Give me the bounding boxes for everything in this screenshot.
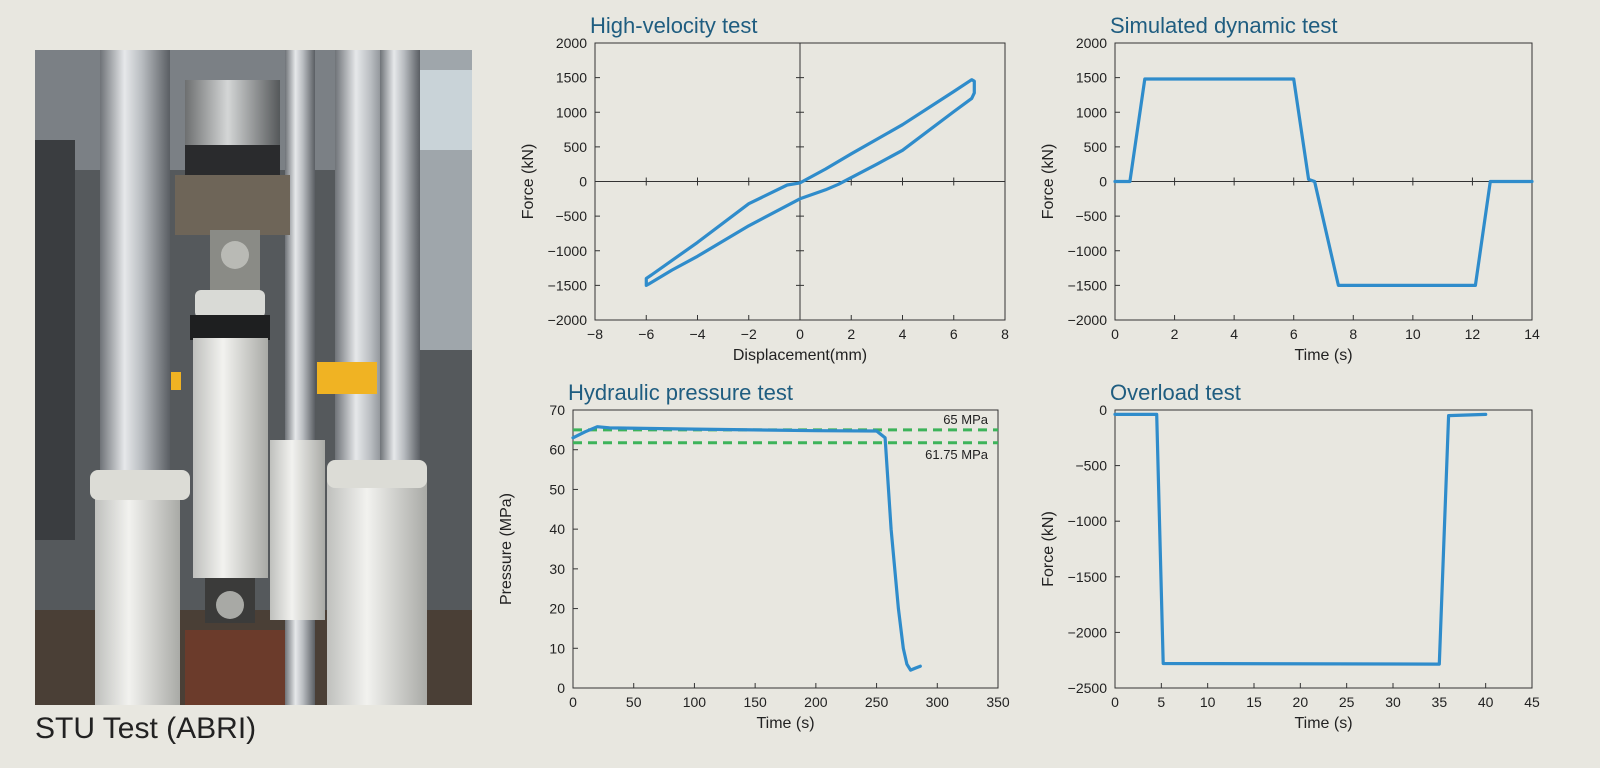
y-axis-label: Pressure (MPa) xyxy=(498,493,515,605)
x-tick-label: −6 xyxy=(638,326,654,342)
series-line xyxy=(1113,77,1534,287)
x-tick-label: 2 xyxy=(847,326,855,342)
x-tick-label: 100 xyxy=(683,694,707,710)
chart-title: Overload test xyxy=(1110,380,1241,405)
x-tick-label: 8 xyxy=(1349,326,1357,342)
y-tick-label: −1500 xyxy=(548,277,588,293)
plot-frame xyxy=(572,409,999,689)
x-tick-label: 30 xyxy=(1385,694,1401,710)
y-tick-label: −1500 xyxy=(1068,277,1108,293)
y-tick-label: 2000 xyxy=(1076,35,1107,51)
y-tick-label: 1500 xyxy=(1076,70,1107,86)
x-tick-label: 35 xyxy=(1432,694,1448,710)
y-tick-label: 0 xyxy=(1099,174,1107,190)
y-tick-label: 500 xyxy=(1084,139,1108,155)
x-tick-label: 50 xyxy=(626,694,642,710)
x-tick-label: 15 xyxy=(1246,694,1262,710)
y-tick-label: 30 xyxy=(549,561,565,577)
y-tick-label: 0 xyxy=(579,174,587,190)
x-tick-label: 200 xyxy=(804,694,828,710)
y-tick-label: 10 xyxy=(549,640,565,656)
y-tick-label: −1500 xyxy=(1068,569,1108,585)
y-tick-label: 500 xyxy=(564,139,588,155)
y-tick-label: 50 xyxy=(549,481,565,497)
y-tick-label: 70 xyxy=(549,402,565,418)
x-tick-label: 20 xyxy=(1293,694,1309,710)
series-line xyxy=(571,425,922,672)
y-tick-label: −500 xyxy=(555,208,587,224)
x-tick-label: 150 xyxy=(743,694,767,710)
y-tick-label: −1000 xyxy=(548,243,588,259)
x-tick-label: 5 xyxy=(1157,694,1165,710)
y-tick-label: 1000 xyxy=(1076,104,1107,120)
x-tick-label: 25 xyxy=(1339,694,1355,710)
high-velocity-test-chart: High-velocity test −8 −6 −4 −2 0 2 4 6 8 −2000 −150… xyxy=(520,13,1009,364)
x-tick-label: 6 xyxy=(950,326,958,342)
chart-title: Hydraulic pressure test xyxy=(568,380,793,405)
x-tick-label: 6 xyxy=(1290,326,1298,342)
y-tick-label: 2000 xyxy=(556,35,587,51)
y-tick-label: −2000 xyxy=(548,312,588,328)
y-tick-label: −2000 xyxy=(1068,312,1108,328)
y-tick-label: 20 xyxy=(549,601,565,617)
x-axis-label: Time (s) xyxy=(756,715,814,732)
y-tick-label: 0 xyxy=(1099,402,1107,418)
y-tick-label: −1000 xyxy=(1068,513,1108,529)
x-tick-label: 40 xyxy=(1478,694,1494,710)
x-tick-label: 8 xyxy=(1001,326,1009,342)
y-tick-label: 0 xyxy=(557,680,565,696)
x-tick-label: −2 xyxy=(741,326,757,342)
y-tick-label: 1500 xyxy=(556,70,587,86)
x-tick-label: 0 xyxy=(1111,694,1119,710)
x-tick-label: 0 xyxy=(796,326,804,342)
x-tick-label: −8 xyxy=(587,326,603,342)
y-tick-label: −2500 xyxy=(1068,680,1108,696)
x-tick-label: 250 xyxy=(865,694,889,710)
plot-frame xyxy=(1114,409,1533,689)
x-tick-label: 45 xyxy=(1524,694,1540,710)
chart-title: Simulated dynamic test xyxy=(1110,13,1337,38)
y-tick-label: −500 xyxy=(1075,458,1107,474)
y-axis-label: Force (kN) xyxy=(1040,511,1057,587)
x-tick-label: 300 xyxy=(926,694,950,710)
y-axis-label: Force (kN) xyxy=(1040,144,1057,220)
series-line xyxy=(1113,412,1488,666)
test-rig-photo xyxy=(35,50,472,705)
x-tick-label: 14 xyxy=(1524,326,1540,342)
y-axis-label: Force (kN) xyxy=(520,144,537,220)
photo-caption: STU Test (ABRI) xyxy=(35,712,257,745)
reference-line-label: 61.75 MPa xyxy=(925,447,989,462)
x-tick-label: 0 xyxy=(1111,326,1119,342)
y-tick-label: 40 xyxy=(549,521,565,537)
x-tick-label: 350 xyxy=(986,694,1010,710)
y-tick-label: 60 xyxy=(549,442,565,458)
x-tick-label: 12 xyxy=(1465,326,1481,342)
x-tick-label: 0 xyxy=(569,694,577,710)
x-axis-label: Displacement(mm) xyxy=(733,347,867,364)
y-tick-label: −1000 xyxy=(1068,243,1108,259)
chart-title: High-velocity test xyxy=(590,13,758,38)
simulated-dynamic-test-chart: Simulated dynamic test 0 2 4 6 8 10 12 14 −2000 −1… xyxy=(1040,13,1540,364)
x-tick-label: 10 xyxy=(1200,694,1216,710)
x-tick-label: 4 xyxy=(1230,326,1238,342)
x-tick-label: 2 xyxy=(1171,326,1179,342)
x-tick-label: 4 xyxy=(899,326,907,342)
y-tick-label: −500 xyxy=(1075,208,1107,224)
series-line xyxy=(644,78,976,287)
x-tick-label: 10 xyxy=(1405,326,1421,342)
x-tick-label: −4 xyxy=(690,326,706,342)
x-axis-label: Time (s) xyxy=(1294,715,1352,732)
y-tick-label: 1000 xyxy=(556,104,587,120)
reference-line-label: 65 MPa xyxy=(943,412,989,427)
x-axis-label: Time (s) xyxy=(1294,347,1352,364)
test-rig-illustration xyxy=(35,50,472,705)
y-tick-label: −2000 xyxy=(1068,624,1108,640)
